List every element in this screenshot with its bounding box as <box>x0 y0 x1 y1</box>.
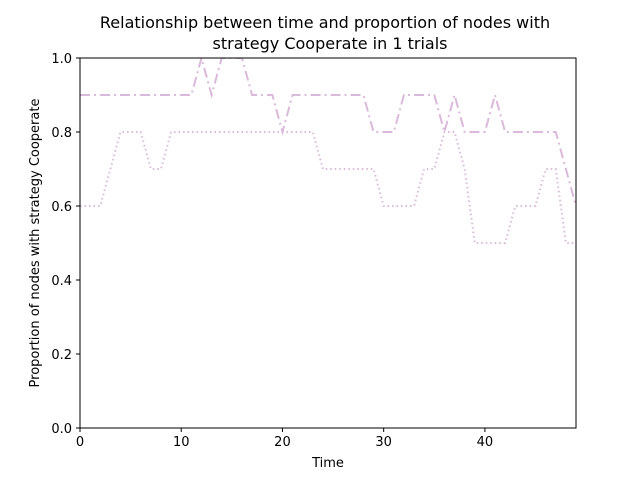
y-tick-label: 0.6 <box>51 200 72 215</box>
y-tick-label: 0.4 <box>51 274 72 289</box>
y-axis-label: Proportion of nodes with strategy Cooper… <box>28 99 43 388</box>
series-line-1 <box>80 58 576 207</box>
series-layer <box>80 58 576 244</box>
series-line-2 <box>80 131 576 244</box>
x-tick-label: 40 <box>477 435 494 450</box>
x-tick-label: 20 <box>274 435 291 450</box>
y-tick-label: 0.2 <box>51 348 72 363</box>
x-tick-label: 30 <box>375 435 392 450</box>
y-tick-label: 1.0 <box>51 52 72 67</box>
y-tick-label: 0.8 <box>51 126 72 141</box>
y-tick-label: 0.0 <box>51 422 72 437</box>
plot-frame <box>79 57 577 429</box>
x-tick-label: 0 <box>76 435 84 450</box>
x-tick-label: 10 <box>173 435 190 450</box>
chart-title-line-2: strategy Cooperate in 1 trials <box>213 34 448 53</box>
x-axis-ticks: 0 10 20 30 40 <box>76 428 493 450</box>
chart-title-line-1: Relationship between time and proportion… <box>100 13 550 32</box>
x-axis-label: Time <box>311 456 344 471</box>
y-axis-ticks: 0.0 0.2 0.4 0.6 0.8 1.0 <box>51 52 80 437</box>
